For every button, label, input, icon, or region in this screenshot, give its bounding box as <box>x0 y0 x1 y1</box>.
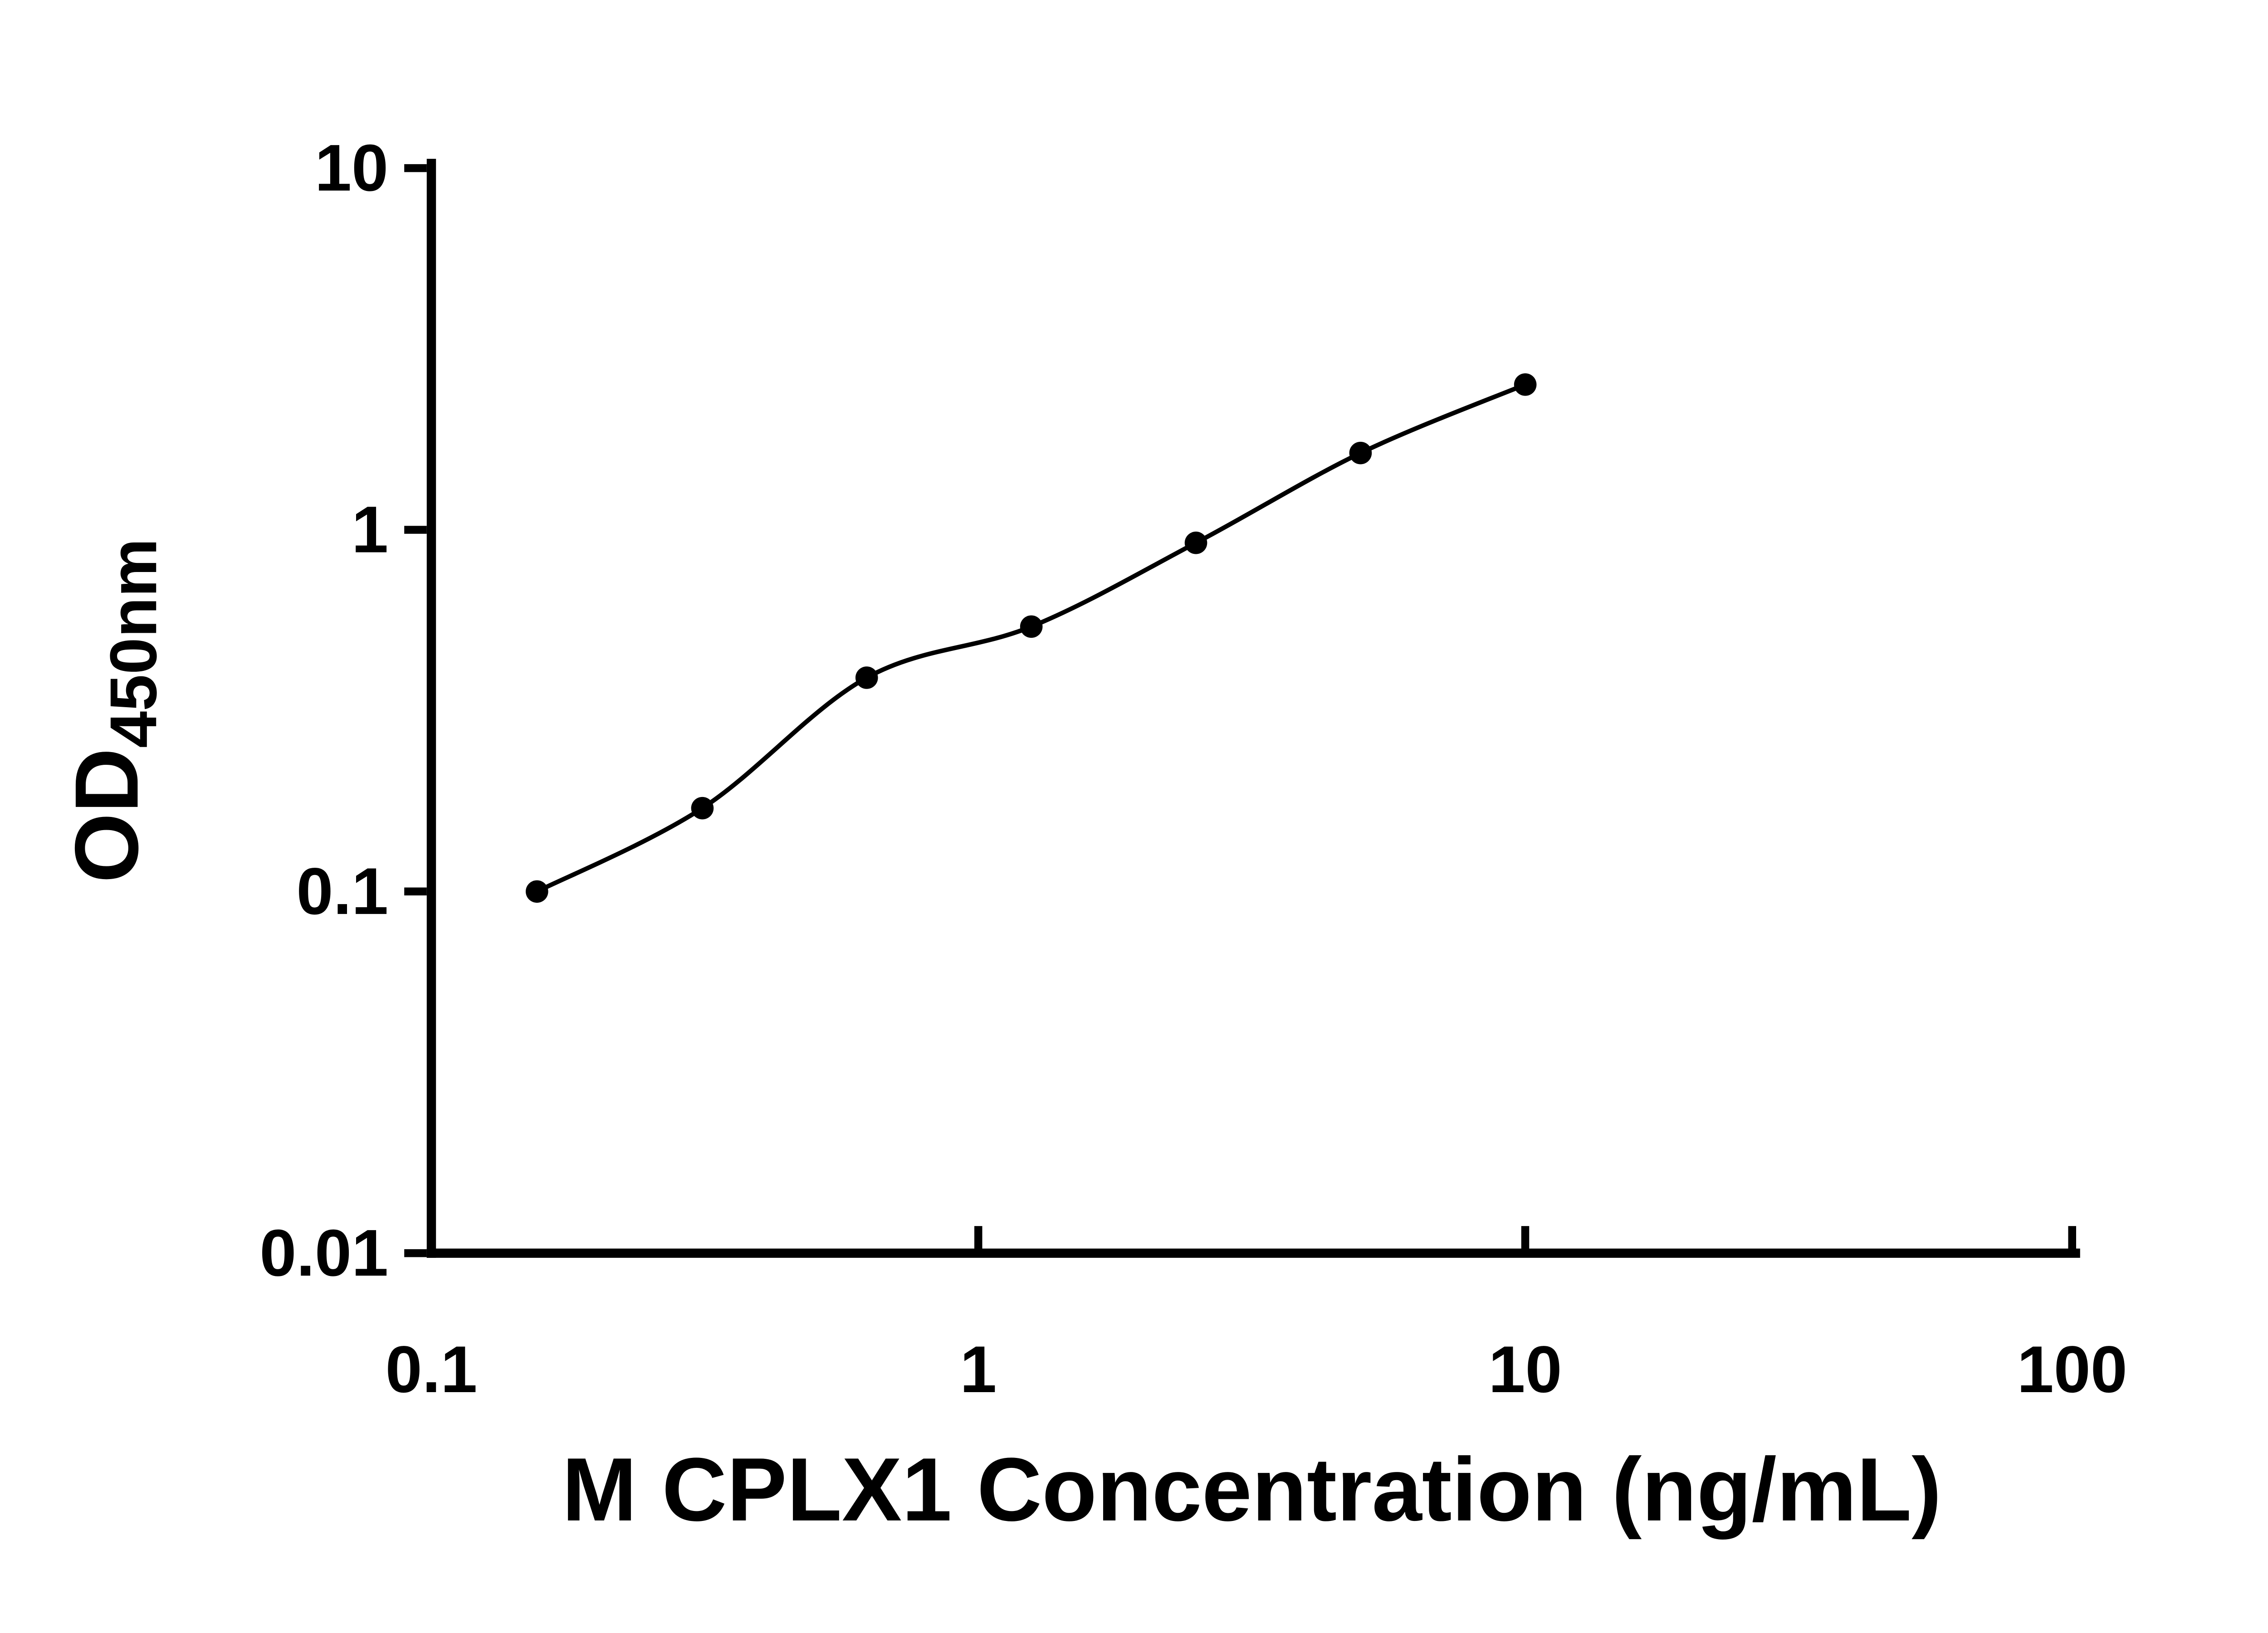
x-tick-label: 10 <box>1488 1332 1562 1406</box>
x-tick-label: 100 <box>2017 1332 2127 1406</box>
y-axis-title-sub: 450nm <box>96 538 170 748</box>
data-point <box>1184 531 1207 554</box>
data-point <box>1349 441 1372 464</box>
data-point <box>1514 373 1537 396</box>
x-axis-title: M CPLX1 Concentration (ng/mL) <box>562 1439 1941 1540</box>
y-axis-title-main: OD <box>56 748 157 883</box>
y-tick-label: 0.01 <box>259 1216 388 1290</box>
y-axis-title: OD450nm <box>56 538 170 883</box>
y-tick-label: 1 <box>352 493 388 567</box>
data-point <box>1020 615 1043 638</box>
data-point <box>691 797 714 820</box>
y-tick-label: 0.1 <box>296 854 388 928</box>
standard-curve-line <box>536 382 1526 894</box>
ticks-layer <box>404 164 2077 1257</box>
y-tick-label: 10 <box>315 131 388 205</box>
svg-text:OD450nm: OD450nm <box>56 538 170 883</box>
tick-labels-layer: 0.01 0.1 1 10 0.1 1 10 100 <box>259 131 2127 1406</box>
data-points-layer <box>525 373 1537 903</box>
x-tick-label: 0.1 <box>386 1332 478 1406</box>
x-tick-label: 1 <box>960 1332 997 1406</box>
data-point <box>855 666 878 689</box>
data-point <box>525 880 548 903</box>
axes-layer <box>426 159 2080 1258</box>
